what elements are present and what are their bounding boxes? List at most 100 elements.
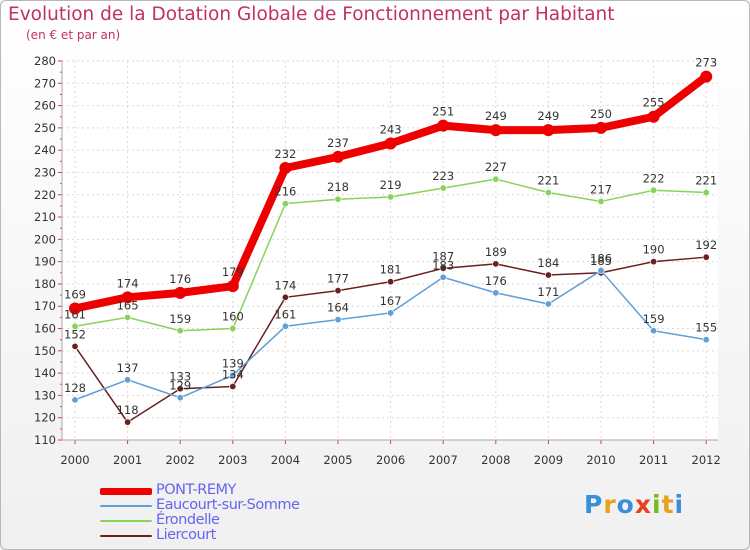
- legend-swatch: [100, 520, 152, 522]
- data-label: 249: [485, 109, 507, 123]
- data-label: 218: [327, 180, 349, 194]
- data-point: [176, 394, 184, 402]
- data-point: [124, 376, 132, 384]
- data-point: [229, 382, 237, 390]
- data-point: [492, 289, 500, 297]
- data-label: 183: [432, 258, 454, 272]
- data-label: 174: [117, 276, 139, 290]
- data-label: 237: [327, 136, 349, 150]
- data-point: [332, 150, 344, 163]
- x-tick-label: 2000: [60, 453, 89, 467]
- legend-label: Eaucourt-sur-Somme: [156, 497, 300, 513]
- data-label: 179: [222, 265, 244, 279]
- data-point: [124, 418, 132, 426]
- series-2: [71, 175, 710, 335]
- data-point: [700, 70, 713, 83]
- data-point: [229, 371, 237, 379]
- y-tick-label: 170: [34, 299, 56, 313]
- y-tick-label: 180: [34, 277, 56, 291]
- data-point: [279, 162, 292, 175]
- y-tick-label: 220: [34, 188, 56, 202]
- data-label: 129: [169, 379, 191, 393]
- y-tick-label: 120: [34, 411, 56, 425]
- legend-label: PONT-REMY: [156, 482, 236, 498]
- y-tick-label: 130: [34, 388, 56, 402]
- data-label: 176: [169, 272, 191, 286]
- data-label: 167: [380, 294, 402, 308]
- data-label: 221: [537, 174, 559, 188]
- data-label: 159: [169, 312, 191, 326]
- x-tick-label: 2001: [113, 453, 142, 467]
- data-label: 185: [590, 254, 612, 268]
- data-point: [439, 184, 447, 192]
- data-label: 160: [222, 310, 244, 324]
- x-tick-label: 2006: [376, 453, 405, 467]
- data-label: 174: [274, 278, 296, 292]
- data-point: [387, 193, 395, 201]
- data-point: [647, 110, 660, 123]
- data-label: 169: [64, 287, 86, 301]
- x-tick-label: 2009: [534, 453, 563, 467]
- data-point: [281, 200, 289, 208]
- x-tick-label: 2002: [166, 453, 195, 467]
- data-label: 255: [643, 96, 665, 110]
- data-label: 217: [590, 182, 612, 196]
- y-tick-label: 240: [34, 143, 56, 157]
- data-point: [387, 309, 395, 317]
- data-label: 222: [643, 171, 665, 185]
- data-label: 152: [64, 327, 86, 341]
- data-point: [334, 316, 342, 324]
- logo-letter: t: [661, 490, 675, 519]
- data-label: 223: [432, 169, 454, 183]
- x-tick-label: 2010: [586, 453, 615, 467]
- data-label: 190: [643, 243, 665, 257]
- grid-lines: [62, 60, 718, 441]
- data-label: 187: [432, 249, 454, 263]
- data-label: 139: [222, 356, 244, 370]
- data-label: 161: [64, 307, 86, 321]
- data-point: [124, 313, 132, 321]
- data-label: 232: [274, 147, 296, 161]
- data-label: 128: [64, 381, 86, 395]
- data-label: 221: [695, 174, 717, 188]
- series-1: [71, 267, 710, 404]
- data-label: 161: [274, 307, 296, 321]
- data-point: [384, 137, 397, 150]
- data-point: [650, 186, 658, 194]
- logo-letter: i: [652, 490, 662, 519]
- y-tick-label: 230: [34, 165, 56, 179]
- x-tick-label: 2008: [481, 453, 510, 467]
- x-tick-label: 2007: [429, 453, 458, 467]
- data-label: 192: [695, 238, 717, 252]
- data-point: [544, 300, 552, 308]
- chart-subtitle: (en € et par an): [26, 28, 121, 42]
- x-tick-label: 2003: [218, 453, 247, 467]
- data-point: [439, 264, 447, 272]
- data-point: [544, 271, 552, 279]
- data-point: [229, 325, 237, 333]
- data-label: 133: [169, 370, 191, 384]
- plot-area: [62, 61, 718, 440]
- data-point: [121, 291, 134, 304]
- series-0: [69, 70, 713, 315]
- data-point: [650, 258, 658, 266]
- data-point: [702, 189, 710, 197]
- data-label: 184: [537, 256, 559, 270]
- data-label: 251: [432, 105, 454, 119]
- x-tick-label: 2011: [639, 453, 668, 467]
- data-point: [544, 189, 552, 197]
- data-point: [650, 327, 658, 335]
- data-labels: 169 174 176 179 232 237 243 251 249 249 250 255 273 1…: [64, 56, 717, 418]
- data-point: [492, 260, 500, 268]
- data-point: [702, 336, 710, 344]
- data-point: [387, 278, 395, 286]
- data-label: 171: [537, 285, 559, 299]
- data-point: [334, 287, 342, 295]
- y-tick-label: 140: [34, 366, 56, 380]
- data-label: 273: [695, 56, 717, 70]
- data-point: [597, 267, 605, 275]
- data-label: 137: [117, 361, 139, 375]
- y-tick-label: 270: [34, 76, 56, 90]
- data-point: [71, 322, 79, 330]
